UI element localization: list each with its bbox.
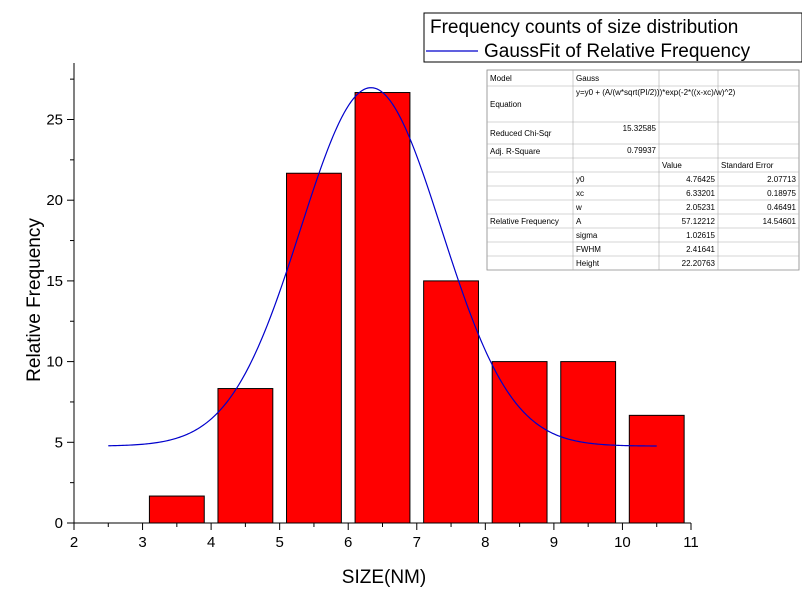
table-cell: Value xyxy=(662,161,682,170)
bars-group xyxy=(148,92,685,524)
legend-box xyxy=(423,12,802,63)
y-tick-label: 15 xyxy=(46,273,63,290)
table-cell: 14.54601 xyxy=(763,217,797,226)
table-cell: sigma xyxy=(576,231,598,240)
table-cell: Model xyxy=(490,74,512,83)
histogram-bar xyxy=(148,495,205,524)
gauss-fit-line xyxy=(108,87,657,447)
table-cell: Adj. R-Square xyxy=(490,147,541,156)
table-cell: 22.20763 xyxy=(682,259,716,268)
table-cell: 2.41641 xyxy=(686,245,715,254)
table-cell: 4.76425 xyxy=(686,175,715,184)
x-axis-title: SIZE(NM) xyxy=(342,567,426,588)
histogram-bar xyxy=(354,92,411,524)
table-cell: 2.05231 xyxy=(686,203,715,212)
table-cell: 0.46491 xyxy=(767,203,796,212)
table-cell: xc xyxy=(576,189,584,198)
table-cell: 1.02615 xyxy=(686,231,715,240)
table-cell: 15.32585 xyxy=(623,124,657,133)
histogram-bar xyxy=(423,280,479,524)
y-axis-title: Relative Frequency xyxy=(24,218,45,382)
x-tick-label: 9 xyxy=(550,534,558,551)
table-cell: Reduced Chi-Sqr xyxy=(490,129,552,138)
table-cell: w xyxy=(575,203,582,212)
legend-fit-label: GaussFit of Relative Frequency xyxy=(484,41,751,62)
y-tick-label: 25 xyxy=(46,111,63,128)
x-tick-label: 11 xyxy=(683,534,699,551)
table-cell: Height xyxy=(576,259,600,268)
table-cell: 2.07713 xyxy=(767,175,796,184)
table-cell: y=y0 + (A/(w*sqrt(PI/2)))*exp(-2*((x-xc)… xyxy=(576,88,736,97)
y-tick-label: 10 xyxy=(46,354,63,371)
histogram-bar xyxy=(628,414,685,524)
x-tick-label: 7 xyxy=(413,534,421,551)
x-tick-label: 5 xyxy=(275,534,283,551)
table-cell: 0.18975 xyxy=(767,189,796,198)
x-tick-label: 8 xyxy=(481,534,489,551)
histogram-bar xyxy=(491,361,548,524)
x-tick-label: 2 xyxy=(70,534,78,551)
table-cell: FWHM xyxy=(576,245,601,254)
y-tick-label: 20 xyxy=(46,192,63,209)
y-tick-label: 5 xyxy=(55,434,63,451)
table-cell: 0.79937 xyxy=(627,146,656,155)
table-cell: A xyxy=(576,217,582,226)
axes-group: 2 3 4 5 6 7 8 9 10 11 0 5 10 15 20 25 xyxy=(46,63,699,551)
y-tick-label: 0 xyxy=(55,515,63,532)
table-cell: Gauss xyxy=(576,74,599,83)
x-tick-label: 4 xyxy=(207,534,215,551)
table-cell: Relative Frequency xyxy=(490,217,559,226)
x-tick-label: 6 xyxy=(344,534,352,551)
histogram-bar xyxy=(217,388,274,524)
histogram-bar xyxy=(286,172,342,524)
fit-group xyxy=(108,87,657,447)
fit-parameters-table: Model Gauss Equation y=y0 + (A/(w*sqrt(PI/2… xyxy=(486,69,800,271)
x-tick-label: 10 xyxy=(614,534,631,551)
legend-bars-label: Frequency counts of size distribution xyxy=(430,17,738,38)
table-cell: Standard Error xyxy=(721,161,774,170)
x-tick-label: 3 xyxy=(138,534,146,551)
histogram-bar xyxy=(560,361,617,524)
table-cell: Equation xyxy=(490,100,522,109)
table-cell: 6.33201 xyxy=(686,189,715,198)
legend: Frequency counts of size distribution Ga… xyxy=(423,12,802,63)
table-cell: y0 xyxy=(576,175,585,184)
table-cell: 57.12212 xyxy=(682,217,716,226)
table-frame xyxy=(486,69,800,271)
